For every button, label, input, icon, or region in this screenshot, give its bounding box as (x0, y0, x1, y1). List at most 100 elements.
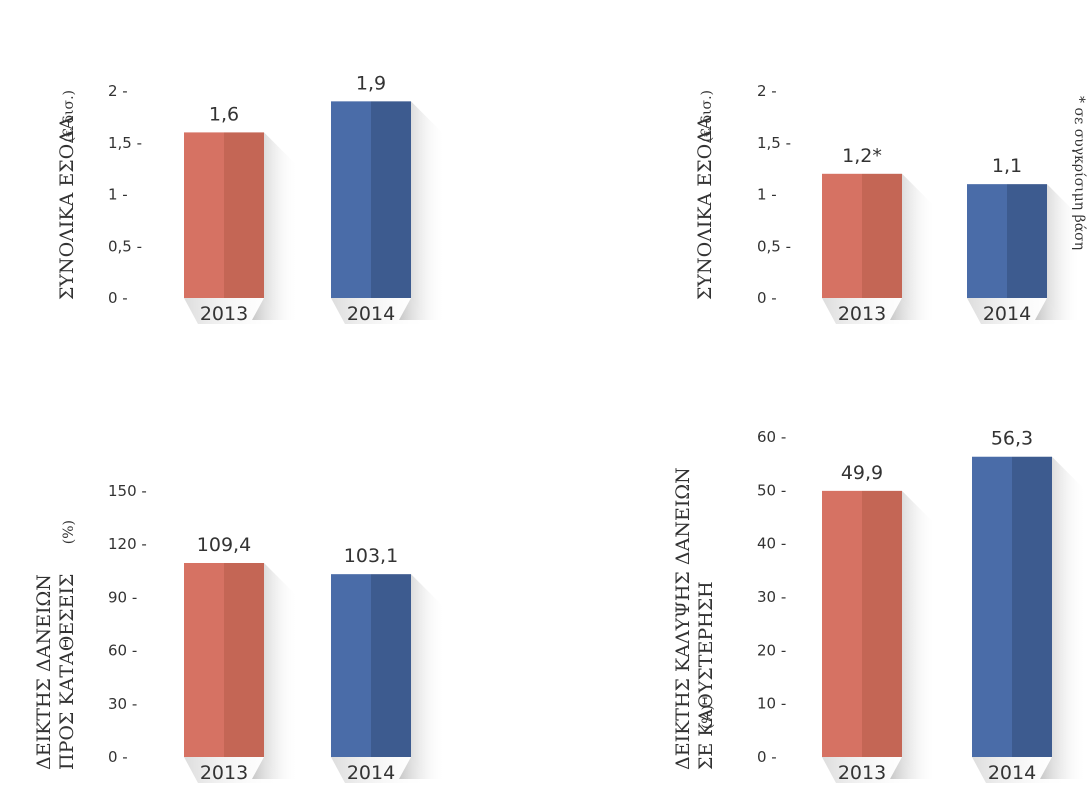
y-axis-ticks: 0 - 10 - 20 - 30 - 40 - 50 - 60 - (757, 428, 786, 766)
y-tick-label: 60 - (108, 642, 137, 660)
x-tick-label: 2014 (347, 762, 395, 784)
bar-shadow (399, 101, 445, 320)
y-tick-label: 1 - (757, 186, 777, 204)
bar-2014: 56,3 2014 (972, 428, 1086, 784)
bar-shadow (252, 562, 298, 779)
bar-value-label: 1,6 (209, 103, 239, 125)
bar-front-right (371, 574, 411, 757)
bar-shadow (890, 490, 936, 779)
y-tick-label: 2 - (757, 82, 777, 100)
bar-value-label: 1,2* (842, 145, 882, 167)
x-tick-label: 2013 (200, 303, 248, 325)
y-axis-ticks: 0 - 0,5 - 1 - 1,5 - 2 - (757, 82, 791, 307)
bar-front-left (967, 184, 1007, 298)
y-tick-label: 40 - (757, 535, 786, 553)
y-tick-label: 1 - (108, 186, 128, 204)
footnote: * σε συγκρίσιμη βάση (1071, 96, 1088, 250)
bar-floor-shadow (184, 757, 282, 783)
bar-shadow (399, 574, 445, 779)
chart-panel-3: ΔΕΙΚΤΗΣ ΔΑΝΕΙΩΝ ΠΡΟΣ ΚΑΤΑΘΕΣΕΙΣ (%) 0 - 30 -… (33, 482, 445, 784)
bar-2014: 1,1 2014 (967, 155, 1081, 325)
bar-front-left (184, 132, 224, 298)
y-tick-label: 0 - (108, 748, 128, 766)
bar-value-label: 109,4 (197, 534, 251, 556)
y-axis-label: ΣΥΝΟΛΙΚΑ ΕΣΟΔΑ (694, 116, 716, 300)
bar-front-left (184, 562, 224, 757)
y-tick-label: 150 - (108, 482, 147, 500)
y-tick-label: 0 - (757, 748, 777, 766)
bar-front-right (224, 562, 264, 757)
y-axis-label-line2: ΣΕ ΚΑΘΥΣΤΕΡΗΣΗ (695, 581, 717, 770)
bar-front-left (822, 490, 862, 757)
chart-panel-2: ΣΥΝΟΛΙΚΑ ΕΣΟΔΑ(€ δισ.) 0 - 0,5 - 1 - 1,5 - 2 … (694, 82, 1088, 325)
y-tick-label: 2 - (108, 82, 128, 100)
y-tick-label: 20 - (757, 641, 786, 659)
y-axis-label: ΣΥΝΟΛΙΚΑ ΕΣΟΔΑ (56, 116, 78, 300)
y-axis-unit: (€ δισ.) (61, 90, 77, 142)
bar-front-left (331, 574, 371, 757)
bar-2013: 1,6 2013 (184, 103, 298, 325)
bar-front-right (862, 490, 902, 757)
y-axis-ticks: 0 - 30 - 60 - 90 - 120 - 150 - (108, 482, 147, 766)
bar-floor-shadow (184, 298, 282, 324)
y-axis-title: ΔΕΙΚΤΗΣ ΔΑΝΕΙΩΝ ΠΡΟΣ ΚΑΤΑΘΕΣΕΙΣ (%) (33, 520, 78, 770)
bar-shadow (890, 173, 936, 320)
y-axis-ticks: 0 - 0,5 - 1 - 1,5 - 2 - (108, 82, 142, 307)
y-tick-label: 0 - (757, 289, 777, 307)
y-tick-label: 1,5 - (757, 134, 791, 152)
y-tick-label: 10 - (757, 695, 786, 713)
bar-floor-shadow (822, 298, 920, 324)
y-axis-unit: (%) (61, 520, 77, 544)
x-tick-label: 2014 (983, 303, 1031, 325)
y-axis-unit: (€ δισ.) (699, 90, 715, 142)
chart-panel-1: ΣΥΝΟΛΙΚΑ ΕΣΟΔΑ(€ δισ.) 0 - 0,5 - 1 - 1,5 - 2 … (56, 72, 445, 325)
y-axis-title: ΣΥΝΟΛΙΚΑ ΕΣΟΔΑ(€ δισ.) (56, 90, 78, 300)
x-tick-label: 2014 (988, 762, 1036, 784)
y-tick-label: 60 - (757, 428, 786, 446)
chart-panel-4: ΔΕΙΚΤΗΣ ΚΑΛΥΨΗΣ ΔΑΝΕΙΩΝ ΣΕ ΚΑΘΥΣΤΕΡΗΣΗ(%)… (672, 428, 1086, 784)
bar-value-label: 1,1 (992, 155, 1022, 177)
bar-front-left (822, 173, 862, 298)
bar-front-right (862, 173, 902, 298)
bar-value-label: 56,3 (991, 428, 1033, 450)
y-axis-label-line1: ΔΕΙΚΤΗΣ ΔΑΝΕΙΩΝ (33, 574, 55, 770)
bar-front-left (331, 101, 371, 298)
bar-floor-shadow (967, 298, 1065, 324)
bar-front-right (1007, 184, 1047, 298)
bar-front-right (371, 101, 411, 298)
y-tick-label: 0 - (108, 289, 128, 307)
bar-2014: 1,9 2014 (331, 72, 445, 325)
bar-floor-shadow (972, 757, 1070, 783)
y-tick-label: 30 - (757, 588, 786, 606)
y-tick-label: 120 - (108, 535, 147, 553)
bar-shadow (1040, 456, 1086, 779)
y-tick-label: 0,5 - (108, 237, 142, 255)
bar-2013: 109,4 2013 (184, 534, 298, 784)
bar-shadow (1035, 184, 1081, 320)
y-axis-title: ΔΕΙΚΤΗΣ ΚΑΛΥΨΗΣ ΔΑΝΕΙΩΝ ΣΕ ΚΑΘΥΣΤΕΡΗΣΗ(%) (672, 467, 717, 770)
bar-front-right (1012, 456, 1052, 757)
y-axis-label-line2: ΠΡΟΣ ΚΑΤΑΘΕΣΕΙΣ (56, 574, 78, 770)
y-tick-label: 50 - (757, 481, 786, 499)
bar-floor-shadow (331, 757, 429, 783)
bar-floor-shadow (822, 757, 920, 783)
y-axis-unit: (%) (700, 705, 716, 729)
y-tick-label: 90 - (108, 588, 137, 606)
bar-front-left (972, 456, 1012, 757)
bar-value-label: 1,9 (356, 72, 386, 94)
y-tick-label: 0,5 - (757, 237, 791, 255)
bar-2013: 1,2* 2013 (822, 145, 936, 325)
x-tick-label: 2014 (347, 303, 395, 325)
x-tick-label: 2013 (838, 762, 886, 784)
bar-floor-shadow (331, 298, 429, 324)
y-tick-label: 30 - (108, 695, 137, 713)
bar-front-right (224, 132, 264, 298)
bar-2013: 49,9 2013 (822, 462, 936, 784)
x-tick-label: 2013 (838, 303, 886, 325)
y-axis-label-line1: ΔΕΙΚΤΗΣ ΚΑΛΥΨΗΣ ΔΑΝΕΙΩΝ (672, 467, 694, 770)
bar-value-label: 49,9 (841, 462, 883, 484)
bar-shadow (252, 132, 298, 320)
bar-2014: 103,1 2014 (331, 545, 445, 784)
y-axis-title: ΣΥΝΟΛΙΚΑ ΕΣΟΔΑ(€ δισ.) (694, 90, 716, 300)
